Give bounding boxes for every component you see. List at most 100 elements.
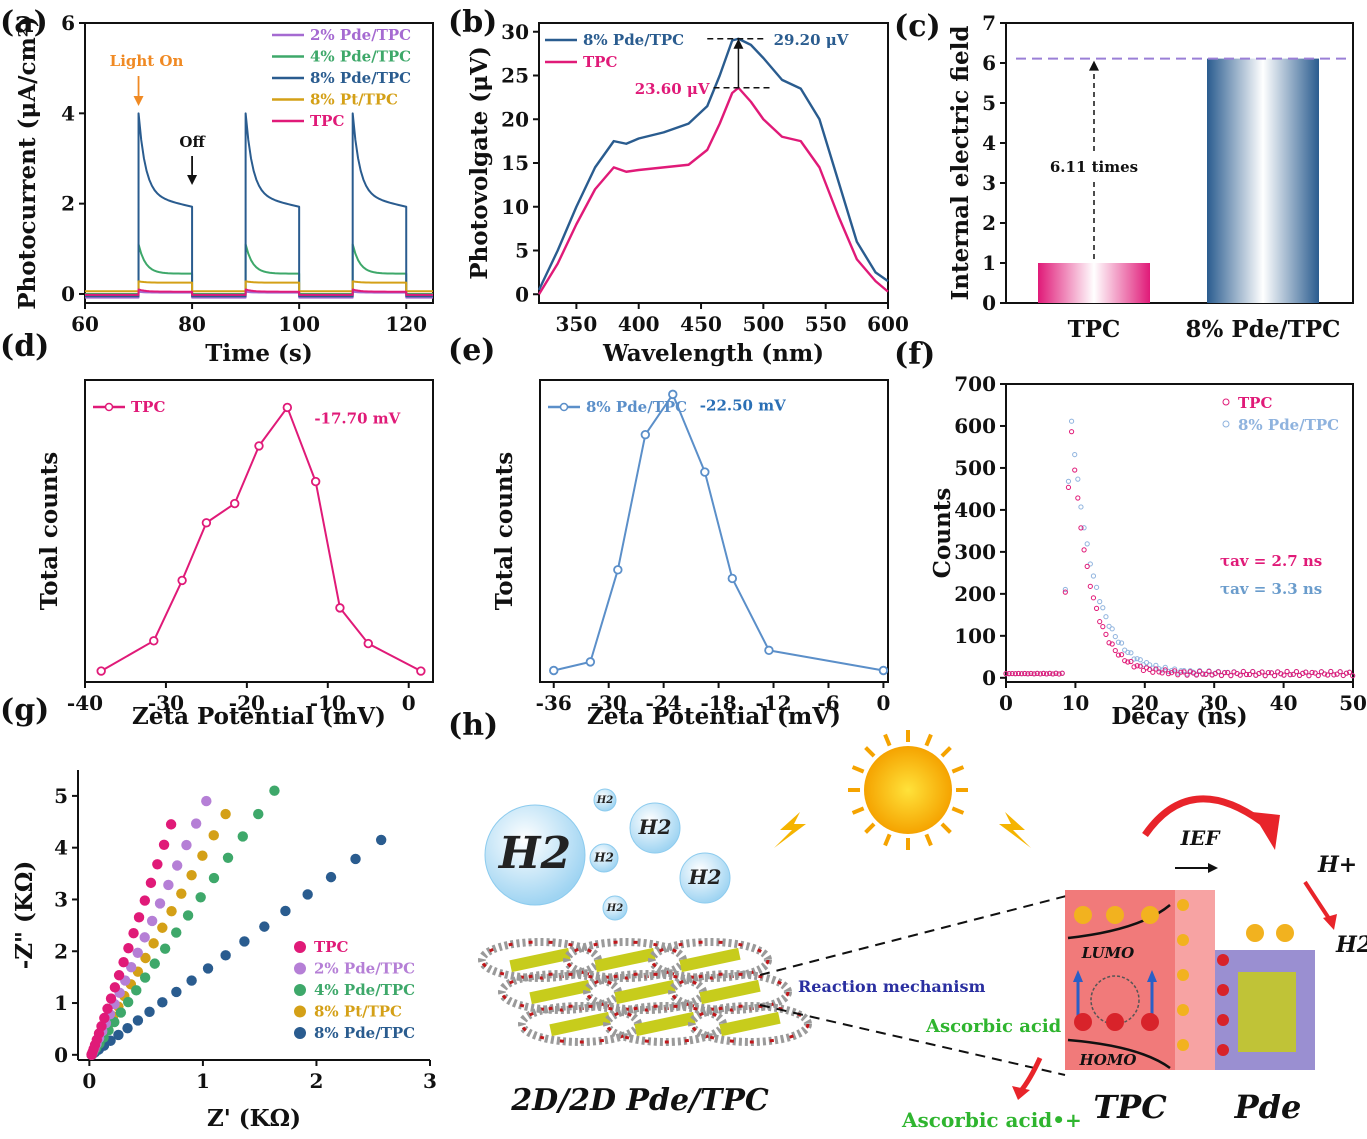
panel-f-xtick-label: 30: [1200, 691, 1228, 715]
panel-label-c: (c): [894, 9, 941, 44]
panel-a-legend-label: 4% Pde/TPC: [310, 48, 411, 66]
panel-g-points-2--pde-tpc: [126, 961, 137, 973]
sun-ray: [940, 822, 952, 834]
panel-c-yaxis-title: Internal electric field: [947, 26, 974, 301]
panel-g-legend-label: 2% Pde/TPC: [314, 960, 415, 978]
excitation-arrowhead: [1147, 970, 1157, 982]
panel-f-series-tpc: [1175, 672, 1181, 678]
panel-a-frame: [84, 22, 434, 304]
panel-f-series-tpc: [1200, 671, 1206, 677]
panel-f-series-tpc: [1228, 673, 1234, 679]
panel-g-legend-marker: [294, 1027, 306, 1039]
negative-charge-icon: [1217, 954, 1229, 966]
panel-g-points-4--pde-tpc: [182, 910, 194, 921]
panel-e-xtick-label: -30: [591, 691, 627, 715]
excitation-arrowhead: [1073, 970, 1083, 982]
charts-layer: (a) (b) (c)(d) (e) (f)(g) (h)60 80 100 1200246Ti…: [0, 5, 1367, 1132]
panel-f-series-8--pde-tpc: [1128, 650, 1134, 656]
panel-b-legend-label: TPC: [583, 53, 617, 71]
panel-label-h: (h): [448, 708, 498, 743]
panel-g-points-tpc: [133, 912, 145, 923]
panel-e-frame: [539, 379, 889, 683]
panel-e-point: [585, 657, 596, 667]
pde-lattice: [1238, 972, 1296, 1052]
panel-g-points-2--pde-tpc: [190, 818, 202, 829]
panel-g-xaxis-title: Z' (KΩ): [207, 1105, 301, 1132]
panel-f-series-tpc: [1040, 670, 1047, 676]
panel-f-series-8--pde-tpc: [1103, 614, 1109, 620]
panel-c-ytick-label: 3: [982, 171, 996, 195]
panel-b-legend-label: 8% Pde/TPC: [583, 31, 684, 49]
panel-e-point: [727, 573, 738, 584]
panel-d-xtick-label: -30: [148, 691, 184, 715]
panel-f-tau-label: τav = 2.7 ns: [1220, 552, 1322, 570]
panel-label-f: (f): [894, 337, 935, 372]
h2-bubble: [602, 895, 628, 921]
electron-icon: [1276, 924, 1294, 942]
lumo-band: [1067, 904, 1171, 940]
panel-a-legend-label: 2% Pde/TPC: [310, 26, 411, 44]
oxidation-arrowhead: [1012, 1086, 1030, 1100]
sun-ray: [864, 822, 876, 834]
panel-g-points-tpc: [105, 993, 117, 1004]
panel-f-legend-marker: [1222, 420, 1230, 428]
panel-d-point: [201, 518, 212, 528]
panel-b-series-8--pde-tpc: [537, 37, 889, 291]
panel-g-points-4--pde-tpc: [109, 1016, 120, 1028]
panel-f-yaxis-title: Counts: [929, 488, 956, 579]
panel-g-points-2--pde-tpc: [154, 898, 166, 909]
negative-charge-icon: [1217, 1014, 1229, 1026]
panel-f-series-tpc: [1222, 670, 1228, 676]
panel-b-ytick-label: 20: [501, 107, 529, 131]
panel-b-xtick-label: 550: [805, 312, 847, 336]
positive-charge-icon: [1177, 934, 1189, 946]
panel-a-ytick-label: 6: [61, 11, 75, 35]
electron-icon: [1246, 924, 1264, 942]
panel-a-xaxis-title: Time (s): [205, 340, 313, 367]
panel-g-points-8--pde-tpc: [220, 950, 231, 961]
pde-sheet: [719, 1011, 781, 1037]
panel-g-legend-marker: [294, 1005, 306, 1018]
panel-d-xtick-label: -10: [310, 691, 346, 715]
panel-f-series-tpc: [1087, 583, 1093, 589]
panel-f-series-tpc: [1090, 595, 1097, 601]
mechanism-schematic: H2 H2 H2 H2 H2 H2 2D/2D Pde/TPC Reaction mechan…: [478, 730, 1367, 1132]
panel-f-series-8--pde-tpc: [1172, 666, 1178, 672]
panel-g-points-2--pde-tpc: [146, 915, 158, 927]
panel-e-point: [764, 645, 774, 656]
panel-g-points-4--pde-tpc: [115, 1007, 127, 1018]
panel-g-points-8--pde-tpc: [280, 905, 291, 917]
panel-g-points-4--pde-tpc: [122, 996, 134, 1008]
hole-icon: [1106, 1013, 1124, 1031]
panel-f-series-tpc: [1109, 641, 1115, 647]
panel-f-series-tpc: [1115, 652, 1122, 658]
panel-g-points-2--pde-tpc: [139, 932, 150, 943]
panel-f-series-tpc: [1056, 671, 1062, 677]
panel-f-ytick-label: 0: [982, 666, 996, 690]
panel-g-points-4--pde-tpc: [269, 785, 280, 796]
panel-f-series-tpc: [1303, 669, 1309, 675]
panel-c-category-label: 8% Pde/TPC: [1186, 316, 1341, 343]
panel-f-series-tpc: [1125, 659, 1131, 665]
ief-direction-arrowhead: [1208, 863, 1218, 873]
electron-icon: [1074, 906, 1092, 924]
panel-e-point: [549, 665, 559, 676]
panel-g-ytick-label: 0: [54, 1043, 68, 1067]
panel-g-legend-marker: [294, 941, 306, 953]
panel-e-xtick-label: -24: [646, 691, 682, 715]
panel-e-xtick-label: -6: [817, 691, 839, 715]
panel-a-light-on-arrowhead: [133, 96, 144, 106]
panel-f-series-tpc: [1237, 672, 1243, 678]
panel-f-series-tpc: [1243, 671, 1250, 678]
panel-g-points-8--pde-tpc: [239, 936, 250, 947]
h2-bubble-label: H2: [497, 828, 571, 879]
ief-label: IEF: [1180, 826, 1222, 850]
panel-d-point: [177, 575, 187, 586]
panel-f-series-tpc: [1350, 673, 1356, 679]
panel-g-points-tpc: [158, 839, 170, 850]
panel-f-series-8--pde-tpc: [1078, 504, 1084, 510]
panel-d-point: [416, 666, 426, 676]
panel-f-series-tpc: [1097, 619, 1103, 625]
panel-f-series-8--pde-tpc: [1097, 599, 1103, 605]
